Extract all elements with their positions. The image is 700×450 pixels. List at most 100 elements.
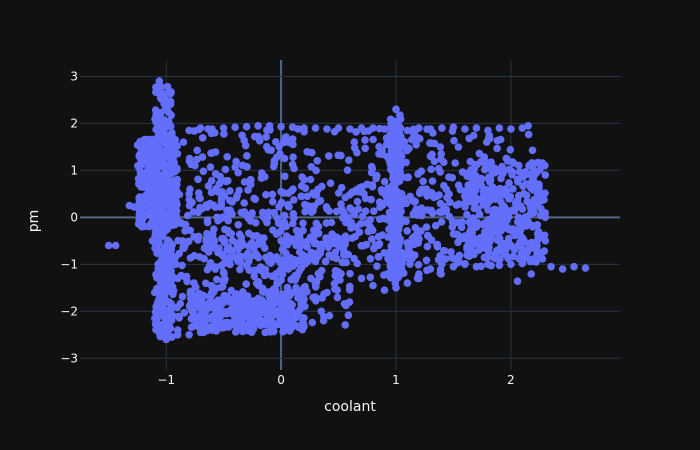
data-point [461,125,469,133]
data-point [437,218,446,226]
data-point [415,189,424,198]
data-point [397,264,406,272]
data-point [246,180,255,189]
data-point [492,186,500,194]
data-point [415,274,423,283]
data-point [426,265,435,273]
data-point [369,135,377,144]
data-point [330,280,339,288]
data-point [405,144,413,153]
data-point [449,262,458,271]
data-point [186,226,195,235]
data-point [167,111,175,120]
data-point [393,249,402,258]
data-point [484,206,492,214]
data-point [515,161,523,170]
data-point [461,260,469,269]
data-point [477,157,485,166]
data-point [257,316,266,325]
data-point [214,216,222,225]
data-point [178,292,187,301]
data-point [270,255,278,264]
data-point [528,146,537,155]
data-point [360,241,368,250]
data-point [517,249,526,258]
data-point [147,190,156,199]
data-point [518,124,527,132]
data-point [299,226,307,235]
data-point [331,248,340,257]
data-point [262,190,270,199]
data-point [352,128,360,136]
data-point [154,260,162,269]
x-tick-label: −1 [157,373,175,387]
data-point [148,220,157,229]
data-point [251,195,259,204]
data-point [411,251,419,259]
data-point [178,261,186,270]
data-point [159,192,168,200]
data-point [380,286,389,295]
data-point [393,117,402,126]
data-point [179,138,188,146]
data-point [338,214,347,222]
data-point [204,182,213,190]
data-point [369,124,377,132]
data-point [394,126,402,135]
data-point [185,331,193,339]
data-point [491,168,499,177]
data-point [508,168,517,176]
data-point [240,178,249,186]
x-axis-title: coolant [324,399,376,415]
data-point [180,309,189,317]
data-point [280,218,289,226]
data-point [216,203,224,211]
data-point [219,260,228,268]
data-point [386,115,395,124]
data-point [325,251,334,259]
data-point [224,177,232,185]
data-point [415,124,423,132]
data-point [397,159,406,167]
data-point [361,144,370,153]
data-point [524,122,532,130]
data-point [454,238,462,247]
data-point [190,233,198,241]
data-point [484,260,492,269]
data-point [288,288,297,297]
data-point [527,184,535,192]
data-point [527,270,535,278]
data-point [168,129,176,137]
data-point [541,161,549,170]
data-point [367,162,376,171]
data-point [221,295,230,303]
data-point [427,165,436,174]
data-point [345,191,354,199]
data-point [218,282,227,291]
data-point [169,290,177,299]
data-point [161,216,170,225]
data-point [156,307,165,316]
data-point [184,211,192,220]
data-point [212,284,220,293]
data-point [334,124,343,132]
data-point [389,261,398,269]
data-point [412,141,421,149]
data-point [361,207,370,215]
data-point [314,269,323,278]
data-point [450,136,458,145]
data-point [507,226,516,235]
data-point [333,286,342,294]
data-point [393,190,402,198]
data-point [150,288,159,297]
data-point [162,335,170,344]
data-point [532,201,540,209]
data-point [524,130,533,139]
data-point [498,202,507,210]
data-point [317,307,326,316]
data-point [541,237,550,245]
data-point [219,323,228,332]
data-point [384,185,392,194]
data-point [194,175,202,184]
